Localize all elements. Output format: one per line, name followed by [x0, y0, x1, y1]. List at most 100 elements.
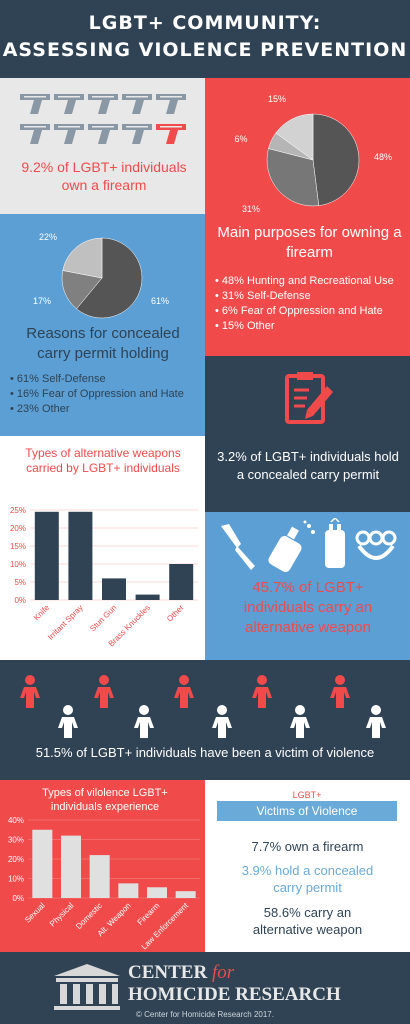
bar — [68, 511, 93, 600]
y-tick-label: 10% — [10, 560, 26, 569]
org-name-line-2: HOMICIDE RESEARCH — [128, 984, 341, 1005]
pie-label: 61% — [151, 296, 169, 306]
pie-slice — [312, 113, 360, 206]
concealed-pie-chart: 61% 17% 22% — [33, 232, 169, 319]
person-icon — [134, 705, 154, 738]
bar — [147, 887, 167, 898]
x-tick-label: Irritant Spray — [46, 603, 85, 642]
x-tick-label: Physical — [48, 901, 76, 929]
x-tick-label: Other — [165, 603, 186, 624]
person-icon — [290, 705, 310, 738]
pistol-icon — [88, 94, 118, 114]
pie-label: 17% — [33, 296, 51, 306]
reason-item: 61% Self-Defense — [10, 372, 205, 387]
victims-tag: LGBT+ — [292, 790, 322, 800]
person-icon — [58, 705, 78, 738]
pie-slice — [76, 237, 143, 319]
pie-slice — [275, 113, 314, 161]
person-icon — [330, 675, 350, 708]
concealed-stat-text: 3.2% of LGBT+ individuals hold a conceal… — [217, 449, 399, 482]
violence-chart-panel: Types of vilolence LGBT+ individuals exp… — [0, 780, 205, 952]
victims-title: Victims of Violence — [256, 804, 358, 818]
title-line-1: LGBT+ COMMUNITY: — [88, 12, 322, 34]
copyright: © Center for Homicide Research 2017. — [136, 1010, 274, 1019]
victims-ribbon: Victims of Violence — [217, 801, 397, 821]
alt-weapon-stat-panel: 45.7% of LGBT+ individuals carry an alte… — [205, 512, 410, 660]
purposes-list: 48% Hunting and Recreational Use 31% Sel… — [215, 274, 410, 334]
bar — [102, 578, 126, 600]
victims-box-panel: LGBT+ Victims of Violence 7.7% own a fir… — [205, 780, 410, 952]
bar — [118, 883, 139, 898]
x-tick-label: Sexual — [23, 901, 47, 925]
bar — [61, 835, 81, 898]
pistol-icon — [156, 94, 186, 114]
purpose-item: 31% Self-Defense — [215, 289, 410, 304]
victim-stat-text: 51.5% of LGBT+ individuals have been a v… — [35, 745, 375, 760]
knife-icon — [221, 524, 255, 570]
purposes-title: Main purposes for owning a firearm — [217, 224, 402, 261]
spray-icon — [268, 520, 315, 573]
victims-line-3: 58.6% carry an alternative weapon — [252, 905, 363, 937]
concealed-stat-panel: 3.2% of LGBT+ individuals hold a conceal… — [205, 356, 410, 512]
pie-label: 22% — [39, 232, 57, 242]
purposes-pie-chart: 48% 31% 6% 15% — [234, 94, 392, 214]
org-name-center: CENTER — [128, 962, 208, 983]
victims-box-header: LGBT+ Victims of Violence — [217, 790, 397, 821]
person-icon — [20, 675, 40, 708]
purpose-item: 6% Fear of Oppression and Hate — [215, 304, 410, 319]
y-tick-label: 15% — [10, 542, 26, 551]
y-tick-label: 0% — [12, 894, 24, 903]
bar — [175, 891, 196, 898]
pie-slice — [266, 148, 320, 207]
bar — [34, 511, 59, 600]
header: LGBT+ COMMUNITY: ASSESSING VIOLENCE PREV… — [0, 0, 410, 78]
pie-label: 15% — [268, 94, 286, 104]
pie-slice — [61, 270, 103, 310]
gun-icons — [20, 94, 186, 144]
y-tick-label: 20% — [8, 855, 24, 864]
concealed-reasons-title: Reasons for concealed carry permit holdi… — [26, 325, 180, 362]
person-icon — [94, 675, 114, 708]
concealed-reasons-panel: 61% 17% 22% Reasons for concealed carry pe… — [0, 214, 205, 436]
brass-knuckles-icon — [355, 530, 397, 560]
org-name-for: for — [211, 962, 235, 983]
y-tick-label: 25% — [10, 506, 26, 515]
concealed-reasons-list: 61% Self-Defense 16% Fear of Oppression … — [10, 372, 205, 417]
clipboard-icon — [285, 372, 333, 424]
victims-panel: 51.5% of LGBT+ individuals have been a v… — [0, 660, 410, 780]
people-icons — [20, 675, 386, 738]
bar — [169, 564, 194, 600]
y-tick-label: 40% — [8, 816, 24, 825]
x-tick-label: Stun Gun — [88, 603, 118, 633]
violence-chart-title: Types of vilolence LGBT+ individuals exp… — [42, 787, 168, 813]
pie-label: 6% — [234, 134, 247, 144]
alt-weapon-stat-text: 45.7% of LGBT+ individuals carry an alte… — [243, 579, 373, 636]
y-tick-label: 5% — [14, 578, 26, 587]
footer: CENTER for HOMICIDE RESEARCH © Center fo… — [0, 952, 410, 1024]
reason-item: 23% Other — [10, 402, 205, 417]
pistol-icon — [20, 94, 50, 114]
person-icon — [174, 675, 194, 708]
purpose-item: 48% Hunting and Recreational Use — [215, 274, 410, 289]
pistol-icon — [122, 94, 152, 114]
x-tick-label: Knife — [32, 603, 52, 623]
weapons-icon — [221, 518, 397, 573]
victims-line-2: 3.9% hold a concealed carry permit — [241, 863, 374, 895]
pistol-icon — [54, 94, 84, 114]
y-tick-label: 20% — [10, 524, 26, 533]
victims-line-1: 7.7% own a firearm — [251, 839, 364, 854]
title-line-2: ASSESSING VIOLENCE PREVENTION — [2, 39, 408, 61]
alt-weapons-chart-panel: Types of alternative weapons carried by … — [0, 436, 205, 660]
pistol-icon — [156, 124, 186, 144]
y-tick-label: 30% — [8, 836, 24, 845]
y-tick-label: 10% — [8, 875, 24, 884]
pie-label: 48% — [374, 152, 392, 162]
alt-weapons-chart-title: Types of alternative weapons carried by … — [25, 446, 181, 475]
pie-slice — [62, 237, 103, 279]
firearm-ownership-stat: 9.2% of LGBT+ individuals own a firearm — [21, 159, 187, 193]
pistol-icon — [54, 124, 84, 144]
org-name: CENTER for HOMICIDE RESEARCH — [128, 962, 398, 1006]
pistol-icon — [122, 124, 152, 144]
person-icon — [366, 705, 386, 738]
